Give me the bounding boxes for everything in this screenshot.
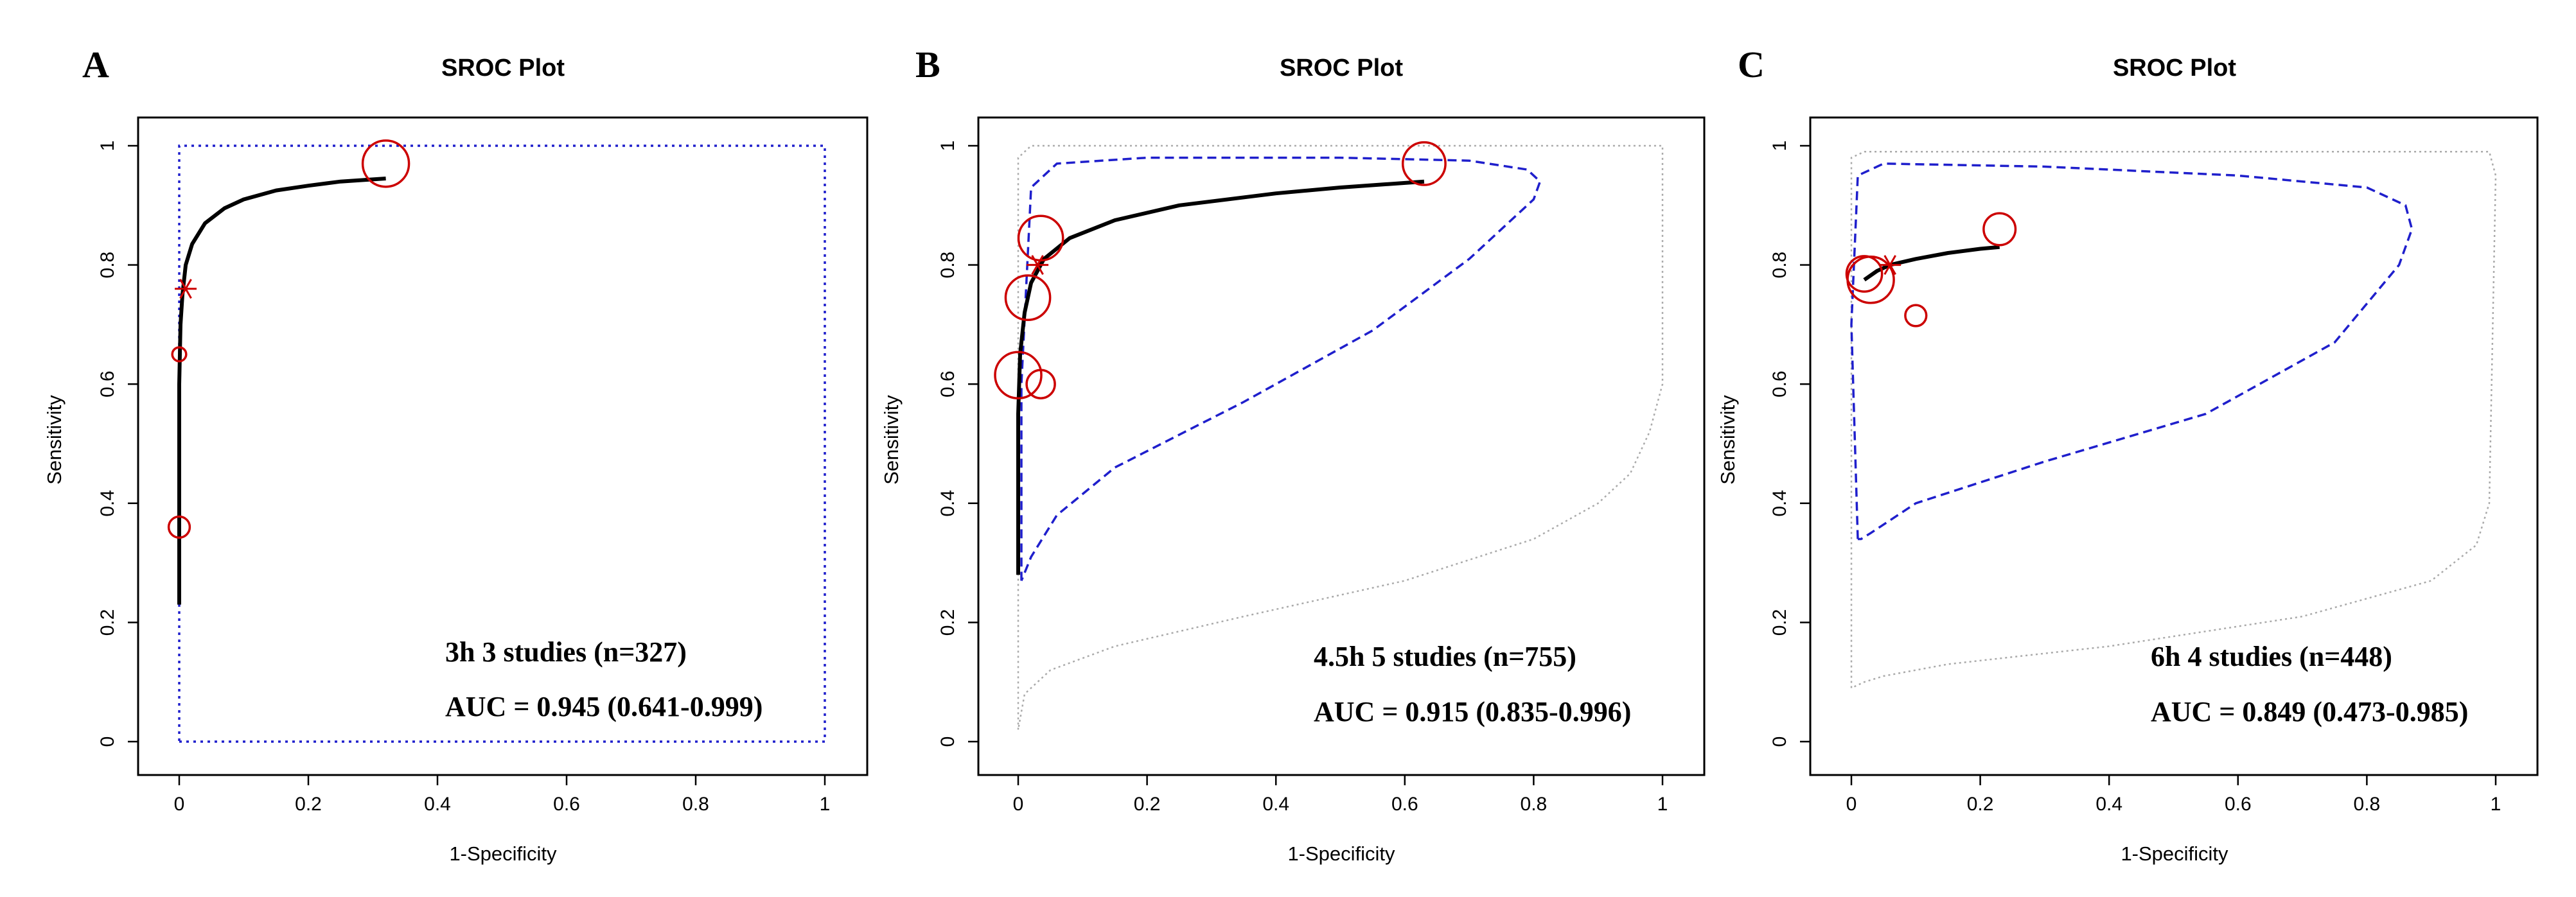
x-tick-label-c: 0.8 <box>2354 794 2381 815</box>
x-tick-label-c: 0.2 <box>1967 794 1994 815</box>
x-tick-label-a: 0 <box>174 794 185 815</box>
x-tick-label-c: 0 <box>1846 794 1857 815</box>
study-point-c <box>1904 304 1928 327</box>
annotation-auc-a: AUC = 0.945 (0.641-0.999) <box>445 691 763 722</box>
study-point-b <box>1004 274 1052 321</box>
study-point-a <box>171 346 188 363</box>
x-tick-label-c: 1 <box>2491 794 2501 815</box>
study-point-a <box>167 515 191 539</box>
sroc-curve-c <box>1863 245 2000 282</box>
y-tick-label-a: 0.4 <box>97 490 118 517</box>
plot-frame-a <box>137 116 869 776</box>
study-point-c <box>1845 255 1883 293</box>
x-tick-label-c: 0.6 <box>2225 794 2252 815</box>
panel-label-c: C <box>1738 44 1765 85</box>
y-tick-label-a: 0.2 <box>97 609 118 636</box>
x-axis-label-c: 1-Specificity <box>2121 842 2228 865</box>
x-tick-label-b: 0.2 <box>1134 794 1161 815</box>
plot-area-a: 0 0.2 0.4 0.6 0.8 1 0 0.2 0.4 0.6 0.8 1 <box>97 116 869 815</box>
sroc-curve-b <box>1016 179 1425 575</box>
x-tick-label-a: 1 <box>820 794 831 815</box>
x-tick-label-b: 0.6 <box>1391 794 1418 815</box>
confidence-region-b <box>1020 156 1542 582</box>
annotation-auc-c: AUC = 0.849 (0.473-0.985) <box>2151 696 2468 727</box>
y-tick-label-a: 1 <box>97 141 118 152</box>
summary-point-b <box>1027 255 1049 275</box>
x-tick-label-b: 0.4 <box>1262 794 1289 815</box>
summary-point-stroke <box>179 279 192 299</box>
annotation-studies-b: 4.5h 5 studies (n=755) <box>1314 641 1576 672</box>
study-point-b <box>1401 141 1447 186</box>
study-point-c <box>1846 256 1895 304</box>
plot-area-b: 0 0.2 0.4 0.6 0.8 1 0 0.2 0.4 0.6 0.8 1 <box>937 116 1706 815</box>
y-tick-label-b: 0.2 <box>937 609 958 636</box>
x-tick-label-a: 0.6 <box>553 794 580 815</box>
y-tick-label-c: 0.4 <box>1769 490 1790 517</box>
y-axis-label-a: Sensitivity <box>43 395 66 485</box>
x-tick-label-b: 0 <box>1013 794 1024 815</box>
x-tick-label-a: 0.4 <box>424 794 451 815</box>
y-tick-label-a: 0 <box>97 736 118 747</box>
y-tick-label-c: 0.2 <box>1769 609 1790 636</box>
summary-point-stroke <box>1883 255 1896 275</box>
study-point-c <box>1982 212 2017 247</box>
y-tick-label-b: 0.8 <box>937 252 958 279</box>
x-tick-label-a: 0.2 <box>295 794 322 815</box>
annotation-auc-b: AUC = 0.915 (0.835-0.996) <box>1314 696 1631 727</box>
plot-frame-c <box>1809 116 2539 776</box>
y-tick-label-c: 0 <box>1769 736 1790 747</box>
x-tick-label-b: 0.8 <box>1521 794 1548 815</box>
y-tick-label-c: 0.6 <box>1769 370 1790 397</box>
prediction-region-c <box>1850 151 2497 689</box>
sroc-curve-a <box>177 177 386 605</box>
y-tick-label-c: 0.8 <box>1769 252 1790 279</box>
annotation-studies-c: 6h 4 studies (n=448) <box>2151 641 2392 672</box>
y-tick-label-b: 1 <box>937 141 958 152</box>
study-point-b <box>1025 369 1056 399</box>
x-axis-label-a: 1-Specificity <box>449 842 557 865</box>
prediction-region-b <box>1017 144 1664 730</box>
y-tick-label-b: 0 <box>937 736 958 747</box>
study-point-a <box>361 139 410 188</box>
chart-title-b: SROC Plot <box>1280 55 1403 82</box>
panel-label-a: A <box>82 44 109 85</box>
y-tick-label-b: 0.6 <box>937 370 958 397</box>
plot-area-c: 0 0.2 0.4 0.6 0.8 1 0 0.2 0.4 0.6 0.8 1 <box>1769 116 2539 815</box>
confidence-region-c <box>1850 162 2413 541</box>
x-axis-label-b: 1-Specificity <box>1287 842 1395 865</box>
y-axis-label-c: Sensitivity <box>1716 395 1739 485</box>
plot-frame-b <box>977 116 1706 776</box>
x-tick-label-b: 1 <box>1657 794 1668 815</box>
y-tick-label-a: 0.6 <box>97 370 118 397</box>
y-axis-label-b: Sensitivity <box>880 395 903 485</box>
panel-label-b: B <box>915 44 940 85</box>
y-tick-label-a: 0.8 <box>97 252 118 279</box>
study-point-b <box>994 351 1043 400</box>
y-tick-label-c: 1 <box>1769 141 1790 152</box>
summary-point-a <box>175 279 197 299</box>
chart-title-a: SROC Plot <box>441 55 565 82</box>
x-tick-label-a: 0.8 <box>682 794 709 815</box>
summary-point-stroke <box>1031 255 1044 275</box>
chart-title-c: SROC Plot <box>2113 55 2236 82</box>
summary-point-c <box>1879 255 1901 275</box>
annotation-studies-a: 3h 3 studies (n=327) <box>445 636 687 668</box>
y-tick-label-b: 0.4 <box>937 490 958 517</box>
x-tick-label-c: 0.4 <box>2095 794 2122 815</box>
